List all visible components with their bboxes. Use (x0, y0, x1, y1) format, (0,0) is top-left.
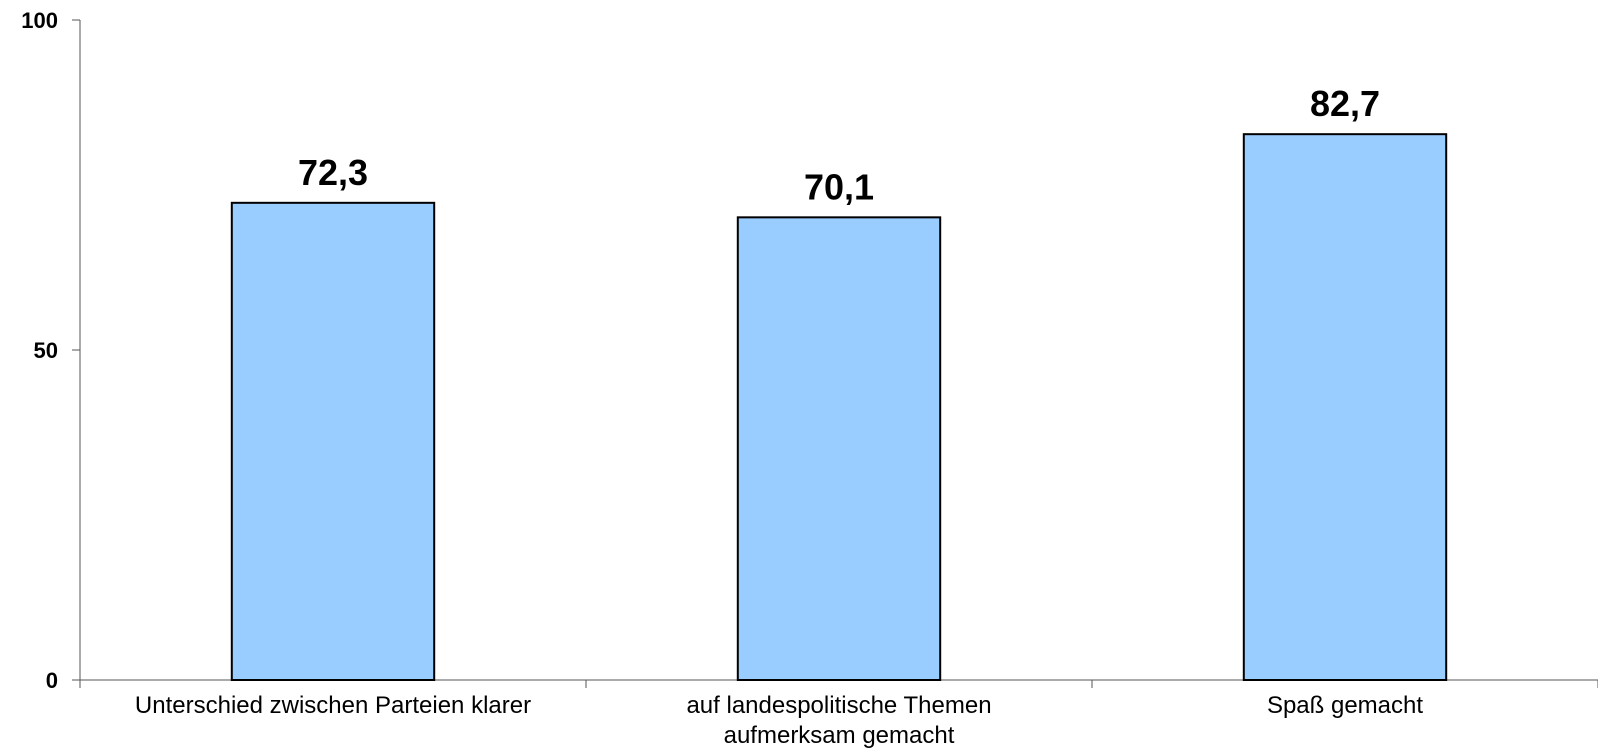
y-axis: 0 50 100 (21, 8, 81, 693)
y-tick-label: 100 (21, 8, 58, 33)
x-axis (79, 679, 1598, 688)
data-label: 82,7 (1310, 83, 1380, 124)
bar (736, 216, 942, 681)
x-category-labels: Unterschied zwischen Parteien klarer auf … (135, 692, 1423, 749)
y-tick-label: 50 (34, 338, 58, 363)
x-category-label-line: Unterschied zwischen Parteien klarer (135, 692, 531, 719)
x-category-label: Unterschied zwischen Parteien klarer (135, 692, 531, 719)
data-label: 72,3 (298, 152, 368, 193)
data-labels: 72,3 70,1 82,7 (298, 83, 1380, 207)
bar (230, 201, 436, 681)
x-category-label-line: auf landespolitische Themen (686, 692, 991, 719)
y-tick-label: 0 (46, 668, 58, 693)
bar-series (230, 133, 1448, 681)
data-label: 70,1 (804, 166, 874, 207)
x-category-label: auf landespolitische Themen aufmerksam ge… (686, 692, 991, 749)
x-category-label: Spaß gemacht (1267, 692, 1423, 719)
x-category-label-line: aufmerksam gemacht (724, 722, 955, 749)
x-category-label-line: Spaß gemacht (1267, 692, 1423, 719)
bar (1242, 133, 1448, 681)
